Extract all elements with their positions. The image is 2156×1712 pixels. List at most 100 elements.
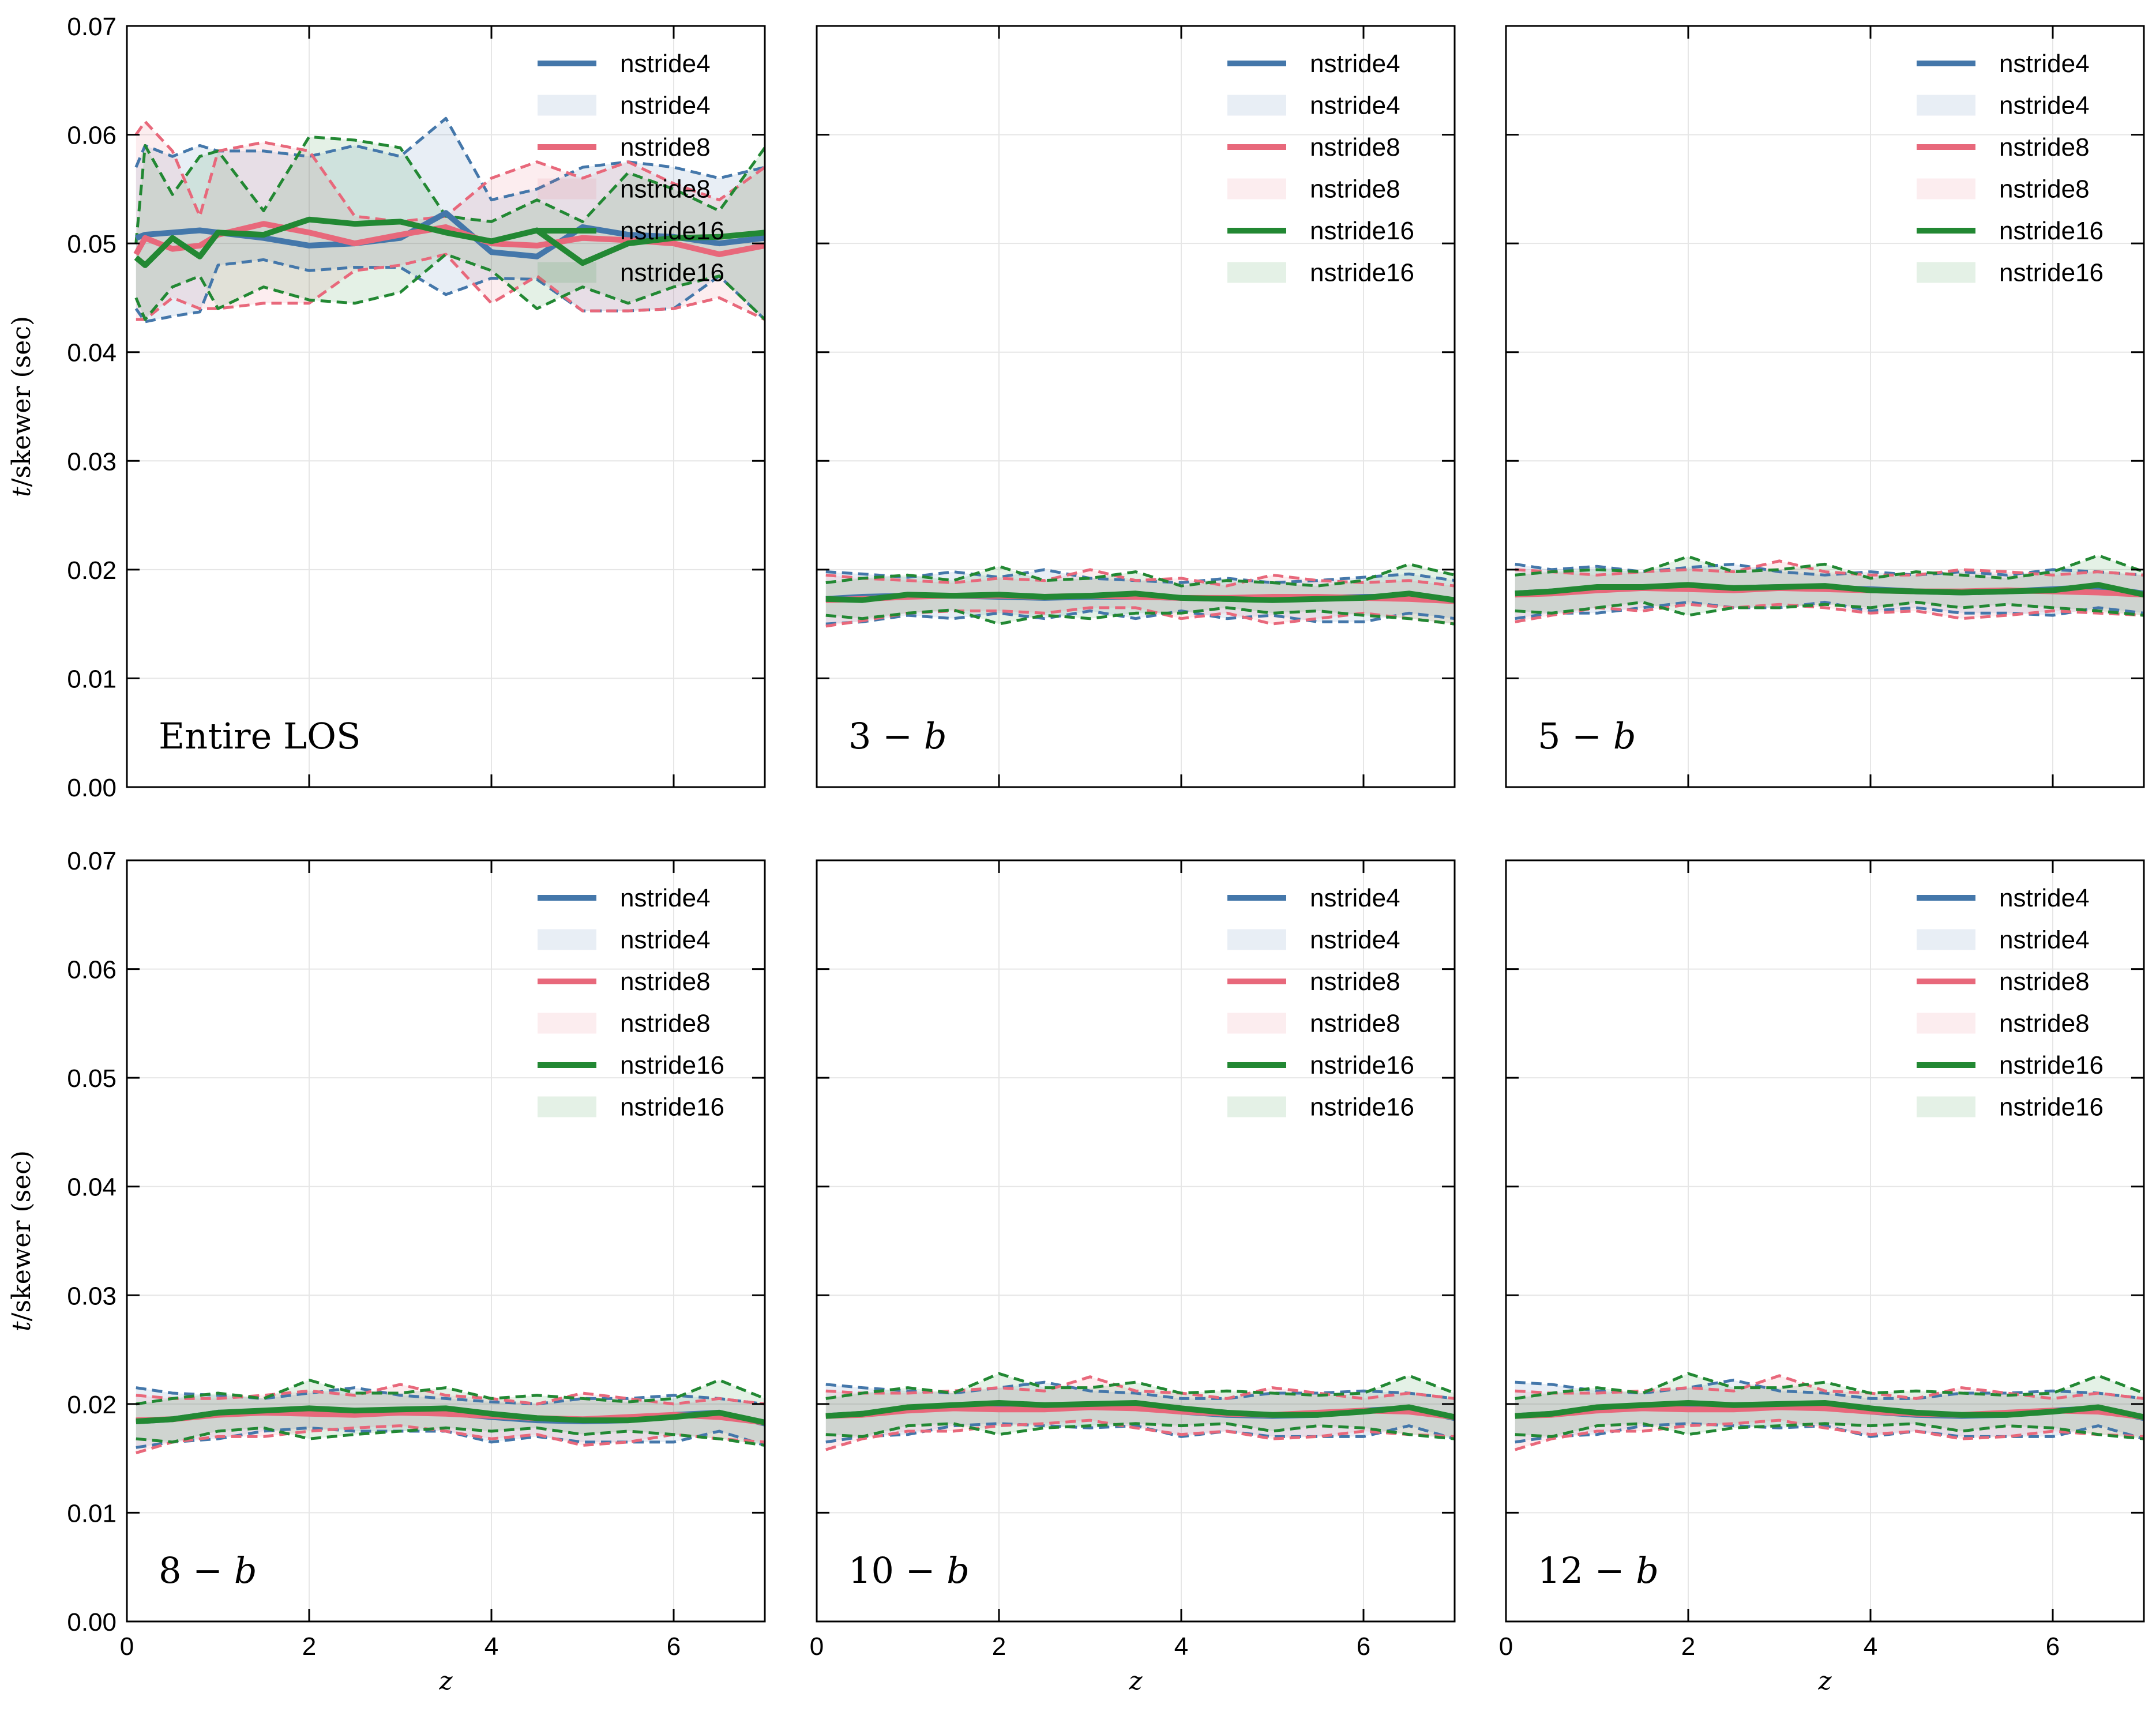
bound-lower-nstride8 — [1515, 603, 2144, 623]
x-axis-title: z — [1128, 1666, 1143, 1696]
legend-label: nstride4 — [1999, 50, 2090, 78]
chart-panel-3: 5 − bnstride4nstride4nstride8nstride8nst… — [1505, 25, 2145, 788]
band-nstride8 — [825, 1376, 1455, 1450]
legend-band-nstride16 — [1227, 1096, 1286, 1117]
legend-band-nstride4 — [538, 929, 596, 950]
y-tick-label: 0.03 — [67, 447, 117, 476]
legend-label: nstride4 — [1999, 926, 2090, 954]
bound-lower-nstride8 — [1515, 1418, 2144, 1451]
y-tick-label: 0.01 — [67, 665, 117, 693]
legend-label: nstride8 — [1999, 175, 2090, 204]
panel-label: 5 − b — [1538, 715, 1636, 757]
legend-band-nstride4 — [1917, 95, 1975, 116]
bound-lower-nstride16 — [136, 1426, 765, 1447]
plot-frame — [126, 859, 766, 1623]
legend-label: nstride8 — [1310, 1010, 1400, 1038]
chart-panel-2: 3 − bnstride4nstride4nstride8nstride8nst… — [816, 25, 1456, 788]
legend-band-nstride8 — [1227, 1013, 1286, 1034]
legend-label: nstride16 — [1310, 259, 1414, 287]
legend-label: nstride4 — [1999, 884, 2090, 912]
y-tick-label: 0.07 — [67, 13, 117, 41]
bound-upper-nstride16 — [825, 1372, 1455, 1400]
bound-upper-nstride8 — [825, 1375, 1455, 1400]
y-axis-title: t/skewer (sec) — [7, 316, 36, 497]
x-axis-title: z — [438, 1666, 453, 1696]
bound-lower-nstride4 — [825, 609, 1455, 626]
plot-frame — [816, 25, 1456, 788]
bound-upper-nstride8 — [825, 568, 1455, 588]
x-tick-label: 6 — [1357, 1632, 1370, 1661]
legend-label: nstride8 — [620, 175, 711, 204]
series-group — [1515, 1372, 2144, 1451]
series-group — [1515, 554, 2144, 623]
bound-lower-nstride16 — [1515, 1422, 2144, 1440]
bound-upper-nstride8 — [136, 1383, 765, 1406]
mean-line-nstride16 — [1515, 1400, 2144, 1420]
bound-lower-nstride16 — [825, 606, 1455, 626]
band-nstride8 — [136, 1384, 765, 1453]
legend-label: nstride16 — [620, 1051, 724, 1079]
legend-label: nstride16 — [1999, 1051, 2104, 1079]
legend-label: nstride8 — [620, 133, 711, 161]
legend-band-nstride16 — [1917, 262, 1975, 283]
mean-line-nstride4 — [135, 210, 765, 259]
x-tick-label: 2 — [992, 1632, 1006, 1661]
series-group — [133, 116, 765, 323]
bound-lower-nstride8 — [136, 1424, 765, 1455]
x-tick-label: 0 — [810, 1632, 824, 1661]
legend-band-nstride4 — [538, 95, 596, 116]
legend-label: nstride16 — [1310, 217, 1414, 245]
bound-upper-nstride16 — [134, 135, 765, 244]
legend-label: nstride16 — [1310, 1093, 1414, 1122]
y-tick-label: 0.04 — [67, 1173, 117, 1202]
legend-label: nstride8 — [1310, 968, 1400, 996]
bound-upper-nstride16 — [1515, 554, 2144, 580]
legend-band-nstride4 — [1227, 95, 1286, 116]
legend-label: nstride8 — [1999, 968, 2090, 996]
x-axis-title: z — [1817, 1666, 1832, 1696]
mean-line-nstride16 — [1515, 582, 2144, 598]
y-tick-label: 0.05 — [67, 1064, 117, 1093]
x-tick-label: 4 — [484, 1632, 498, 1661]
legend-band-nstride16 — [1227, 262, 1286, 283]
plot-frame — [126, 25, 766, 788]
legend-label: nstride8 — [1999, 1010, 2090, 1038]
legend-band-nstride4 — [1917, 929, 1975, 950]
legend-label: nstride16 — [620, 1093, 724, 1122]
legend: nstride4 nstride4 nstride8 nstride8 nstride1… — [1917, 50, 2104, 287]
bound-upper-nstride4 — [134, 116, 765, 202]
legend-band-nstride8 — [538, 178, 596, 200]
legend-label: nstride4 — [1310, 926, 1400, 954]
y-tick-label: 0.06 — [67, 122, 117, 150]
legend-band-nstride16 — [538, 262, 596, 283]
y-tick-label: 0.05 — [67, 230, 117, 258]
bound-upper-nstride4 — [1515, 562, 2144, 577]
x-tick-label: 2 — [302, 1632, 316, 1661]
y-tick-label: 0.02 — [67, 556, 117, 585]
legend-band-nstride8 — [538, 1013, 596, 1034]
bound-lower-nstride8 — [136, 253, 765, 321]
panel-label: Entire LOS — [159, 715, 360, 757]
x-tick-label: 0 — [1499, 1632, 1513, 1661]
chart-panel-4: 0 2 4 6 0.00 0.01 0.02 0.03 0.04 0.05 0.06 0.07 t/sk… — [7, 847, 766, 1696]
legend-band-nstride16 — [538, 1096, 596, 1117]
legend-label: nstride4 — [1999, 92, 2090, 120]
legend-label: nstride16 — [1999, 217, 2104, 245]
x-tick-label: 4 — [1864, 1632, 1877, 1661]
mean-line-nstride16 — [825, 1400, 1455, 1420]
panel-label: 3 − b — [848, 715, 947, 757]
y-tick-label: 0.00 — [67, 1608, 117, 1636]
legend: nstride4 nstride4 nstride8 nstride8 nstride1… — [1227, 884, 1414, 1122]
bound-lower-nstride8 — [825, 1418, 1455, 1451]
y-tick-label: 0.01 — [67, 1499, 117, 1527]
legend-label: nstride16 — [620, 217, 724, 245]
legend-band-nstride16 — [1917, 1096, 1975, 1117]
panel-label: 12 − b — [1538, 1549, 1659, 1591]
panel-label: 10 − b — [848, 1549, 970, 1591]
x-tick-label: 0 — [120, 1632, 134, 1661]
legend-label: nstride8 — [1999, 133, 2090, 161]
x-tick-label: 6 — [2046, 1632, 2060, 1661]
x-tick-label: 6 — [667, 1632, 681, 1661]
legend-label: nstride8 — [620, 1010, 711, 1038]
